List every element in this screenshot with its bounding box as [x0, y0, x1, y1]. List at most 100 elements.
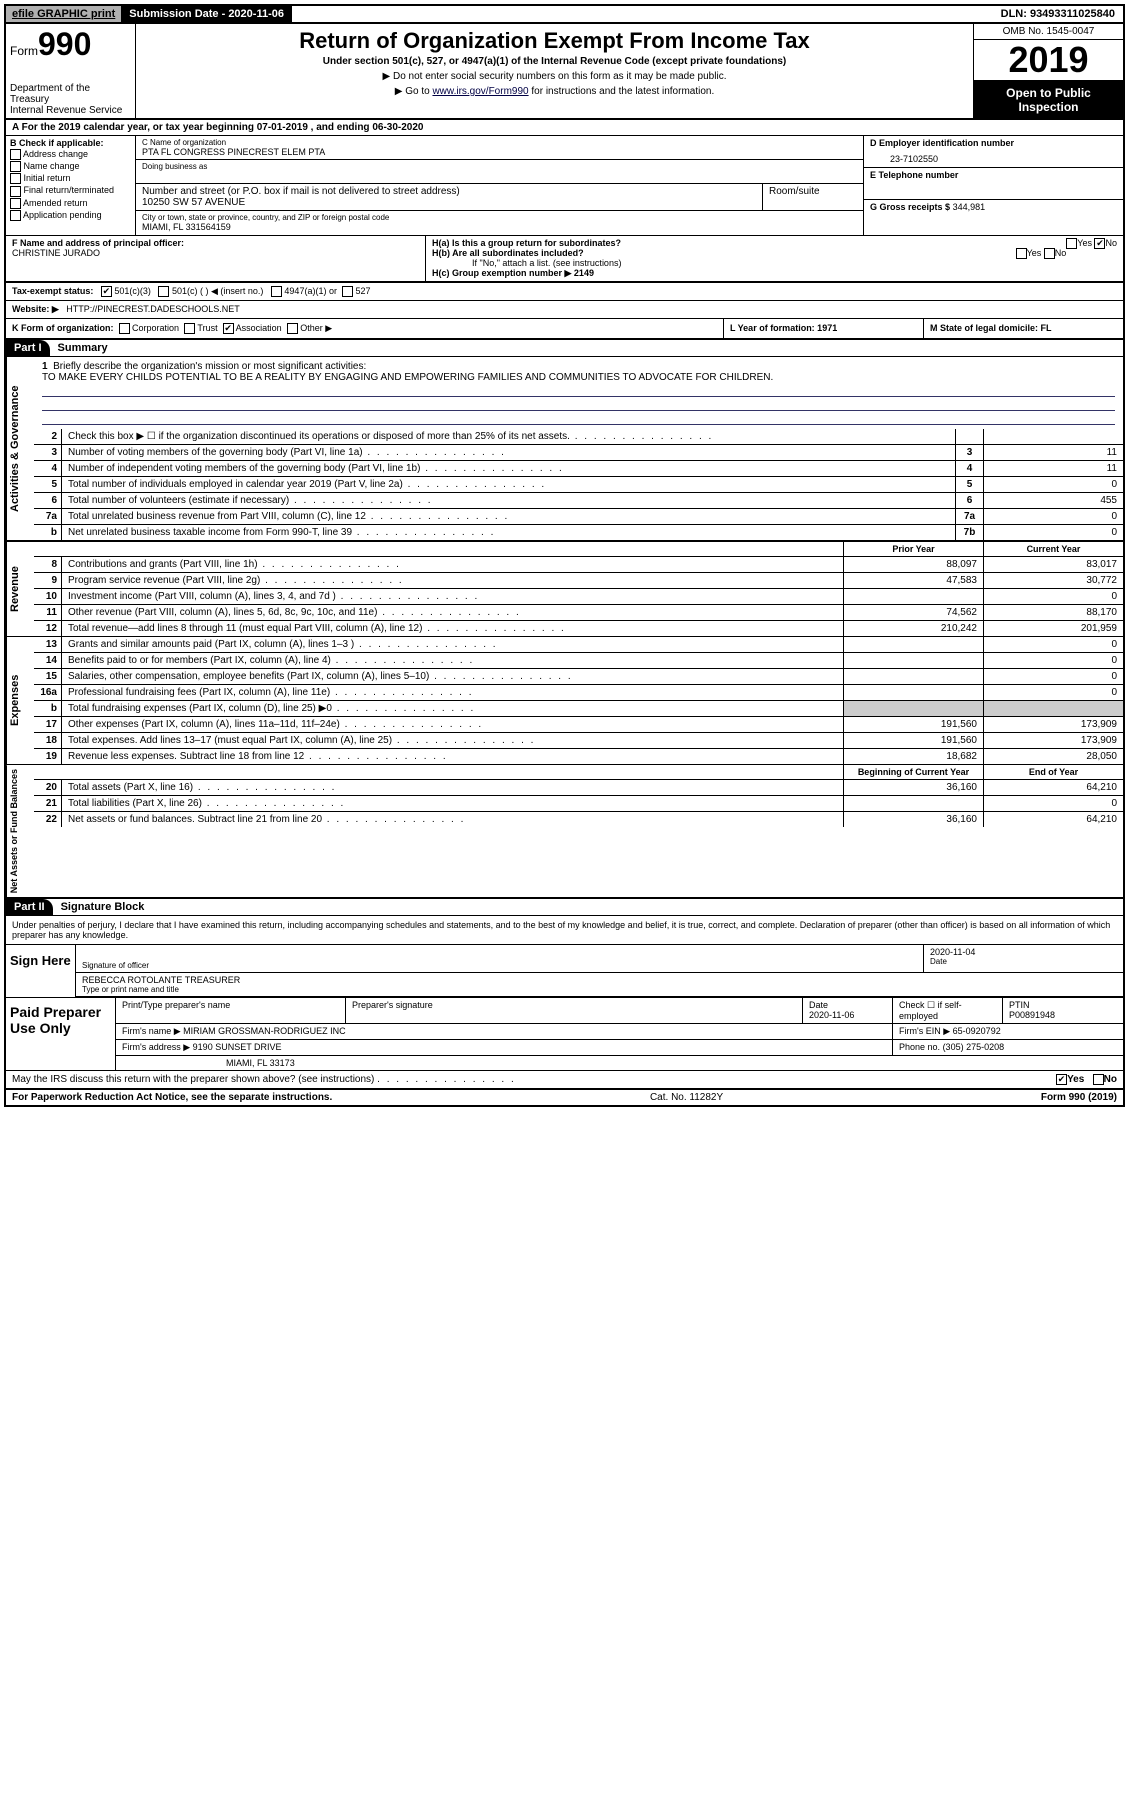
- sig-name-val: REBECCA ROTOLANTE TREASURER: [82, 975, 1117, 985]
- chk-address-change[interactable]: Address change: [10, 149, 131, 160]
- note-ssn: ▶ Do not enter social security numbers o…: [144, 71, 965, 82]
- col-headers: Prior Year Current Year: [34, 542, 1123, 557]
- info-right: D Employer identification number 23-7102…: [863, 136, 1123, 235]
- firm-addr: Firm's address ▶ 9190 SUNSET DRIVE: [116, 1040, 893, 1055]
- form-prefix: Form: [10, 44, 38, 58]
- table-row: 16aProfessional fundraising fees (Part I…: [34, 684, 1123, 700]
- open-to-public: Open to Public Inspection: [974, 82, 1123, 118]
- paid-preparer-row: Paid Preparer Use Only Print/Type prepar…: [6, 997, 1123, 1070]
- chk-trust[interactable]: [184, 323, 195, 334]
- firm-ein: Firm's EIN ▶ 65-0920792: [893, 1024, 1123, 1039]
- chk-4947[interactable]: [271, 286, 282, 297]
- sig-date: 2020-11-04 Date: [923, 945, 1123, 973]
- header-right: OMB No. 1545-0047 2019 Open to Public In…: [973, 24, 1123, 118]
- prep-firm-line: Firm's name ▶ MIRIAM GROSSMAN-RODRIGUEZ …: [116, 1024, 1123, 1040]
- gross-val: 344,981: [953, 202, 986, 212]
- chk-amended[interactable]: Amended return: [10, 198, 131, 209]
- ha-yn: Yes No: [1066, 238, 1117, 249]
- form-990-num: 990: [38, 26, 91, 62]
- city-val: MIAMI, FL 331564159: [142, 222, 857, 232]
- prep-ptin: PTINP00891948: [1003, 998, 1123, 1023]
- rule: [42, 383, 1115, 397]
- hb-yn: Yes No: [1016, 248, 1067, 259]
- mission-label: Briefly describe the organization's miss…: [53, 361, 366, 372]
- box-e: E Telephone number: [864, 168, 1123, 200]
- part1-header: Part I Summary: [6, 340, 1123, 357]
- row-l: L Year of formation: 1971: [723, 319, 923, 338]
- discuss-yn: Yes No: [1056, 1074, 1117, 1085]
- table-row: 17Other expenses (Part IX, column (A), l…: [34, 716, 1123, 732]
- chk-other[interactable]: [287, 323, 298, 334]
- submission-date: Submission Date - 2020-11-06: [121, 6, 292, 22]
- info-grid: B Check if applicable: Address change Na…: [6, 136, 1123, 236]
- chk-527[interactable]: [342, 286, 353, 297]
- chk-501c3[interactable]: [101, 286, 112, 297]
- header-left: Form990 Department of the Treasury Inter…: [6, 24, 136, 118]
- chk-discuss-no[interactable]: [1093, 1074, 1104, 1085]
- net-lines: 20Total assets (Part X, line 16)36,16064…: [34, 780, 1123, 827]
- chk-initial-return[interactable]: Initial return: [10, 173, 131, 184]
- chk-name-change[interactable]: Name change: [10, 161, 131, 172]
- col-headers-net: Beginning of Current Year End of Year: [34, 765, 1123, 780]
- mission-num: 1: [42, 361, 48, 372]
- opt-501c3: 501(c)(3): [114, 286, 151, 296]
- box-c: C Name of organization PTA FL CONGRESS P…: [136, 136, 863, 235]
- part2-title: Signature Block: [53, 899, 153, 915]
- part1-title: Summary: [50, 340, 116, 356]
- dba-label: Doing business as: [142, 162, 857, 171]
- table-row: 6Total number of volunteers (estimate if…: [34, 492, 1123, 508]
- dba-row: Doing business as: [136, 160, 863, 184]
- box-h: H(a) Is this a group return for subordin…: [426, 236, 1123, 281]
- suite-cell: Room/suite: [763, 184, 863, 210]
- opt-trust: Trust: [197, 323, 217, 333]
- no-label: No: [1104, 1075, 1117, 1086]
- gross-label: G Gross receipts $: [870, 202, 950, 212]
- row-k: K Form of organization: Corporation Trus…: [6, 319, 723, 338]
- chk-501c[interactable]: [158, 286, 169, 297]
- addr-val: 10250 SW 57 AVENUE: [142, 197, 756, 208]
- irs-link[interactable]: www.irs.gov/Form990: [432, 86, 528, 97]
- dept-treasury: Department of the Treasury Internal Reve…: [10, 83, 131, 116]
- table-row: 7aTotal unrelated business revenue from …: [34, 508, 1123, 524]
- hdr-end: End of Year: [983, 765, 1123, 779]
- row-m: M State of legal domicile: FL: [923, 319, 1123, 338]
- chk-discuss-yes[interactable]: [1056, 1074, 1067, 1085]
- chk-assoc[interactable]: [223, 323, 234, 334]
- city-label: City or town, state or province, country…: [142, 213, 857, 222]
- row-a-tax-year: A For the 2019 calendar year, or tax yea…: [6, 120, 1123, 136]
- efile-link[interactable]: efile GRAPHIC print: [6, 6, 121, 22]
- chk-final-return[interactable]: Final return/terminated: [10, 185, 131, 196]
- chk-label: Amended return: [23, 198, 88, 208]
- dln: DLN: 93493311025840: [993, 6, 1123, 22]
- table-row: 18Total expenses. Add lines 13–17 (must …: [34, 732, 1123, 748]
- ha-label: H(a) Is this a group return for subordin…: [432, 238, 621, 248]
- hdr-prior: Prior Year: [843, 542, 983, 556]
- side-governance: Activities & Governance: [6, 357, 34, 540]
- discuss-q: May the IRS discuss this return with the…: [12, 1074, 374, 1085]
- table-row: 11Other revenue (Part VIII, column (A), …: [34, 604, 1123, 620]
- part1-badge: Part I: [6, 340, 50, 356]
- note2-post: for instructions and the latest informat…: [529, 86, 715, 97]
- mission-block: 1 Briefly describe the organization's mi…: [34, 357, 1123, 429]
- discuss-row: May the IRS discuss this return with the…: [6, 1070, 1123, 1088]
- chk-corp[interactable]: [119, 323, 130, 334]
- prep-date: Date2020-11-06: [803, 998, 893, 1023]
- table-row: 12Total revenue—add lines 8 through 11 (…: [34, 620, 1123, 636]
- form-990-page: efile GRAPHIC print Submission Date - 20…: [4, 4, 1125, 1107]
- part2-header: Part II Signature Block: [6, 899, 1123, 916]
- top-bar: efile GRAPHIC print Submission Date - 20…: [6, 6, 1123, 24]
- expenses-section: Expenses 13Grants and similar amounts pa…: [6, 637, 1123, 765]
- footer-left: For Paperwork Reduction Act Notice, see …: [12, 1092, 332, 1103]
- addr-row: Number and street (or P.O. box if mail i…: [136, 184, 863, 211]
- sig-date-val: 2020-11-04: [930, 947, 1117, 957]
- paid-prep-label: Paid Preparer Use Only: [6, 998, 116, 1070]
- header-mid: Return of Organization Exempt From Incom…: [136, 24, 973, 118]
- footer-mid: Cat. No. 11282Y: [332, 1092, 1041, 1103]
- chk-app-pending[interactable]: Application pending: [10, 210, 131, 221]
- paid-prep-right: Print/Type preparer's name Preparer's si…: [116, 998, 1123, 1070]
- sig-name-label: Type or print name and title: [82, 985, 1117, 994]
- sign-here-label: Sign Here: [6, 945, 76, 997]
- org-name-row: C Name of organization PTA FL CONGRESS P…: [136, 136, 863, 160]
- rev-lines: 8Contributions and grants (Part VIII, li…: [34, 557, 1123, 636]
- org-name: PTA FL CONGRESS PINECREST ELEM PTA: [142, 147, 857, 157]
